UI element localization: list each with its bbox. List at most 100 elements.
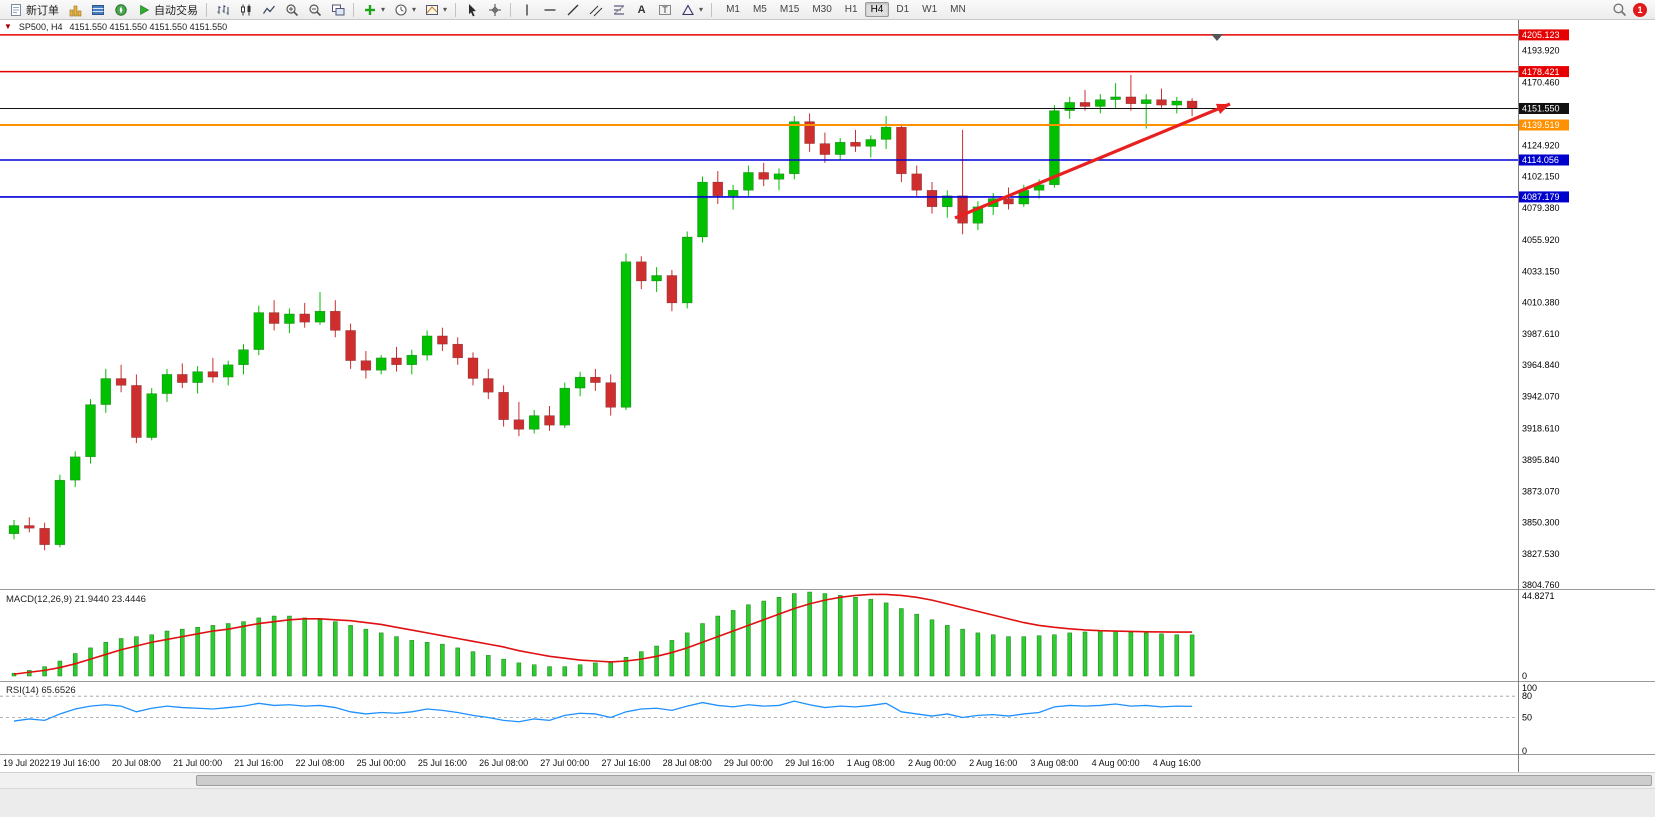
candle-body (100, 378, 112, 405)
candlestick-chart-button[interactable] (234, 1, 257, 19)
macd-histogram-bar (669, 640, 675, 677)
candle-body (559, 387, 571, 426)
trendline-button[interactable] (561, 1, 584, 19)
macd-histogram-bar (700, 623, 705, 677)
chart-shift-marker-icon[interactable] (1211, 34, 1223, 41)
macd-histogram-bar (792, 593, 797, 677)
rsi-line (13, 700, 1193, 723)
crosshair-button[interactable] (483, 1, 506, 19)
templates-button[interactable]: ▾ (420, 1, 451, 19)
timeframe-button-w1[interactable]: W1 (922, 4, 938, 15)
horizontal-line-button[interactable] (538, 1, 561, 19)
market-watch-button[interactable] (63, 1, 86, 19)
price-badge (1519, 66, 1569, 78)
macd-histogram-bar (960, 628, 965, 677)
price-axis-label: 3918.610 (1522, 424, 1560, 434)
rsi-axis-label: 100 (1522, 683, 1537, 693)
macd-histogram-bar (990, 634, 996, 677)
candle-body (1156, 99, 1167, 106)
macd-histogram-bar (1021, 636, 1027, 677)
navigator-button[interactable] (109, 1, 132, 19)
toolbar-separator (711, 2, 713, 17)
time-axis-label: 1 Aug 08:00 (847, 758, 895, 768)
macd-histogram-bar (394, 636, 399, 677)
text-button[interactable]: A (630, 1, 653, 19)
timeframe-button-h1[interactable]: H1 (844, 4, 858, 15)
zoom-in-button[interactable] (280, 1, 303, 19)
macd-histogram-bar (1128, 631, 1134, 677)
fibonacci-icon (611, 2, 626, 17)
macd-histogram-bar (730, 610, 736, 677)
shapes-button[interactable]: ▾ (676, 1, 707, 19)
dropdown-arrow-icon: ▾ (412, 5, 417, 14)
navigator-icon (113, 2, 128, 17)
dropdown-arrow-icon: ▾ (443, 5, 448, 14)
candle-body (467, 357, 479, 379)
price-badge (1519, 29, 1569, 41)
scrollbar-thumb[interactable] (196, 775, 1652, 786)
price-badge (1519, 102, 1569, 114)
timeframe-button-d1[interactable]: D1 (896, 4, 910, 15)
macd-histogram-bar (1082, 631, 1088, 677)
macd-histogram-bar (929, 619, 935, 677)
candle-body (146, 393, 157, 438)
label-button[interactable]: T (653, 1, 676, 19)
timeframe-button-m15[interactable]: M15 (779, 4, 800, 15)
macd-histogram-bar (103, 642, 109, 677)
macd-histogram-bar (822, 593, 828, 677)
candle-body (1186, 100, 1198, 109)
horizontal-scrollbar[interactable] (0, 772, 1655, 788)
timeframe-button-mn[interactable]: MN (950, 4, 966, 15)
macd-signal-line (13, 593, 1193, 675)
autotrading-button[interactable]: 自动交易 (132, 1, 202, 19)
chart-symbol-period: SP500, H4 (18, 21, 63, 32)
price-badge-label: 4178.421 (1522, 67, 1560, 77)
tile-windows-button[interactable] (326, 1, 349, 19)
candle-body (391, 357, 402, 366)
channel-button[interactable] (584, 1, 607, 19)
zoom-out-button[interactable] (303, 1, 326, 19)
line-chart-button[interactable] (257, 1, 280, 19)
trend-arrow-line[interactable] (954, 102, 1231, 220)
one-click-trading-icon[interactable]: ▼ (4, 22, 12, 31)
price-badge-label: 4151.550 (1522, 104, 1560, 114)
macd-histogram-bar (333, 621, 338, 677)
time-axis-label: 27 Jul 16:00 (601, 758, 650, 768)
chart-canvas[interactable]: 4205.123 4178.421 4151.550 4139.519 4114.056… (0, 20, 1655, 772)
shapes-icon (680, 2, 695, 17)
candle-body (513, 419, 525, 430)
bar-chart-button[interactable] (211, 1, 234, 19)
time-axis-label: 20 Jul 08:00 (112, 758, 161, 768)
candle-body (1095, 99, 1106, 107)
time-axis-label: 28 Jul 08:00 (663, 758, 712, 768)
data-window-button[interactable] (86, 1, 109, 19)
candle-body (1064, 102, 1075, 111)
search-icon[interactable] (1612, 2, 1627, 17)
price-badge (1519, 191, 1569, 203)
rsi-axis-label: 80 (1522, 691, 1532, 701)
trendline-icon (565, 2, 580, 17)
candle-body (483, 378, 494, 393)
periods-button[interactable]: ▾ (389, 1, 420, 19)
rsi-axis-label: 0 (1522, 746, 1527, 756)
candle-body (1171, 100, 1183, 106)
fibonacci-button[interactable] (607, 1, 630, 19)
main-toolbar: 新订单 自动交易 (0, 0, 1655, 20)
indicators-button[interactable]: ▾ (358, 1, 389, 19)
macd-histogram-bar (501, 658, 506, 677)
vertical-line-button[interactable] (515, 1, 538, 19)
candle-body (636, 261, 647, 282)
price-axis-label: 4079.380 (1522, 203, 1560, 213)
timeframe-button-h4[interactable]: H4 (864, 2, 890, 17)
cursor-button[interactable] (460, 1, 483, 19)
timeframe-button-m5[interactable]: M5 (752, 4, 767, 15)
time-axis-label: 4 Aug 00:00 (1092, 758, 1140, 768)
timeframe-button-m1[interactable]: M1 (726, 4, 740, 15)
macd-histogram-bar (547, 666, 552, 677)
trend-arrow-head[interactable] (1215, 103, 1230, 115)
macd-histogram-bar (562, 666, 568, 677)
candle-body (620, 261, 632, 408)
timeframe-button-m30[interactable]: M30 (812, 4, 832, 15)
notification-badge[interactable]: 1 (1633, 2, 1647, 17)
new-order-button[interactable]: 新订单 (4, 1, 63, 19)
